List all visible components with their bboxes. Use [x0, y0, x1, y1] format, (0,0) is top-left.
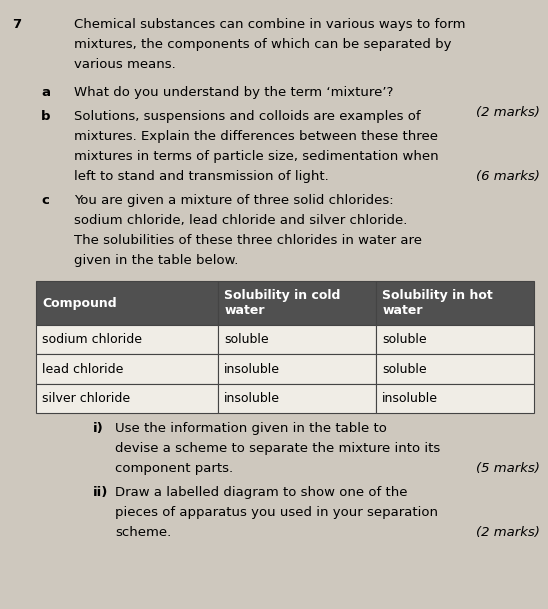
FancyBboxPatch shape — [376, 384, 534, 413]
Text: c: c — [41, 194, 49, 206]
Text: insoluble: insoluble — [224, 362, 280, 376]
Text: sodium chloride, lead chloride and silver chloride.: sodium chloride, lead chloride and silve… — [74, 214, 407, 227]
FancyBboxPatch shape — [376, 325, 534, 354]
Text: The solubilities of these three chlorides in water are: The solubilities of these three chloride… — [74, 234, 422, 247]
Text: Solutions, suspensions and colloids are examples of: Solutions, suspensions and colloids are … — [74, 110, 421, 122]
Text: soluble: soluble — [383, 333, 427, 347]
Text: (5 marks): (5 marks) — [476, 462, 540, 475]
Text: given in the table below.: given in the table below. — [74, 254, 238, 267]
Text: You are given a mixture of three solid chlorides:: You are given a mixture of three solid c… — [74, 194, 393, 206]
Text: What do you understand by the term ‘mixture’?: What do you understand by the term ‘mixt… — [74, 86, 393, 99]
FancyBboxPatch shape — [36, 281, 218, 325]
Text: b: b — [41, 110, 50, 122]
Text: water: water — [383, 304, 423, 317]
Text: insoluble: insoluble — [383, 392, 438, 405]
FancyBboxPatch shape — [36, 384, 218, 413]
Text: i): i) — [93, 421, 104, 435]
Text: water: water — [224, 304, 265, 317]
Text: soluble: soluble — [224, 333, 269, 347]
Text: lead chloride: lead chloride — [42, 362, 123, 376]
Text: Compound: Compound — [42, 297, 117, 310]
Text: (2 marks): (2 marks) — [476, 106, 540, 119]
FancyBboxPatch shape — [36, 325, 218, 354]
FancyBboxPatch shape — [376, 281, 534, 325]
Text: Solubility in cold: Solubility in cold — [224, 289, 341, 303]
Text: Solubility in hot: Solubility in hot — [383, 289, 493, 303]
Text: silver chloride: silver chloride — [42, 392, 130, 405]
Text: mixtures in terms of particle size, sedimentation when: mixtures in terms of particle size, sedi… — [74, 150, 438, 163]
Text: Chemical substances can combine in various ways to form: Chemical substances can combine in vario… — [74, 18, 465, 31]
Text: (6 marks): (6 marks) — [476, 170, 540, 183]
Text: left to stand and transmission of light.: left to stand and transmission of light. — [74, 170, 329, 183]
FancyBboxPatch shape — [36, 354, 218, 384]
Text: Draw a labelled diagram to show one of the: Draw a labelled diagram to show one of t… — [115, 485, 408, 499]
Text: scheme.: scheme. — [115, 526, 172, 539]
FancyBboxPatch shape — [218, 281, 376, 325]
FancyBboxPatch shape — [218, 384, 376, 413]
Text: various means.: various means. — [74, 58, 176, 71]
FancyBboxPatch shape — [376, 354, 534, 384]
Text: soluble: soluble — [383, 362, 427, 376]
FancyBboxPatch shape — [218, 354, 376, 384]
Text: mixtures. Explain the differences between these three: mixtures. Explain the differences betwee… — [74, 130, 438, 143]
Text: insoluble: insoluble — [224, 392, 280, 405]
Text: component parts.: component parts. — [115, 462, 233, 475]
Text: sodium chloride: sodium chloride — [42, 333, 142, 347]
Text: mixtures, the components of which can be separated by: mixtures, the components of which can be… — [74, 38, 452, 51]
Text: pieces of apparatus you used in your separation: pieces of apparatus you used in your sep… — [115, 505, 438, 519]
Text: ii): ii) — [93, 485, 109, 499]
Text: a: a — [41, 86, 50, 99]
Text: 7: 7 — [12, 18, 21, 31]
Text: devise a scheme to separate the mixture into its: devise a scheme to separate the mixture … — [115, 442, 441, 455]
Text: (2 marks): (2 marks) — [476, 526, 540, 539]
Text: Use the information given in the table to: Use the information given in the table t… — [115, 421, 387, 435]
FancyBboxPatch shape — [218, 325, 376, 354]
